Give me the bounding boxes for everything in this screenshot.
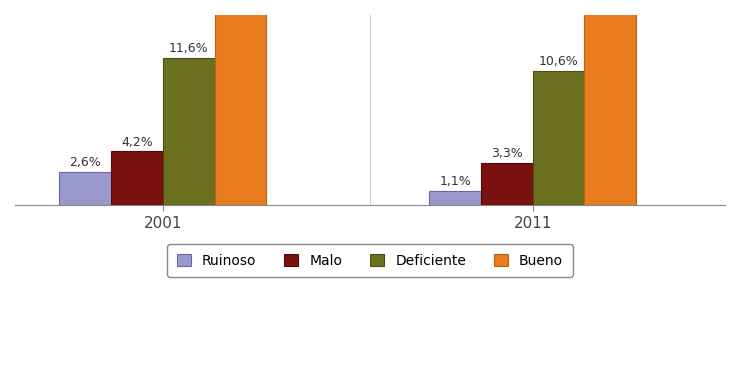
Bar	[163, 58, 215, 205]
Text: 11,6%: 11,6%	[169, 42, 209, 56]
Bar	[481, 163, 533, 205]
Bar	[429, 191, 481, 205]
Bar	[215, 0, 266, 205]
Text: 3,3%: 3,3%	[491, 147, 522, 160]
Legend: Ruinoso, Malo, Deficiente, Bueno: Ruinoso, Malo, Deficiente, Bueno	[167, 244, 573, 277]
Bar	[585, 0, 636, 205]
Bar	[533, 71, 585, 205]
Bar	[59, 172, 111, 205]
Text: 1,1%: 1,1%	[439, 175, 471, 188]
Text: 10,6%: 10,6%	[539, 55, 579, 68]
Text: 2,6%: 2,6%	[70, 156, 101, 169]
Bar	[111, 151, 163, 205]
Text: 4,2%: 4,2%	[121, 136, 153, 149]
